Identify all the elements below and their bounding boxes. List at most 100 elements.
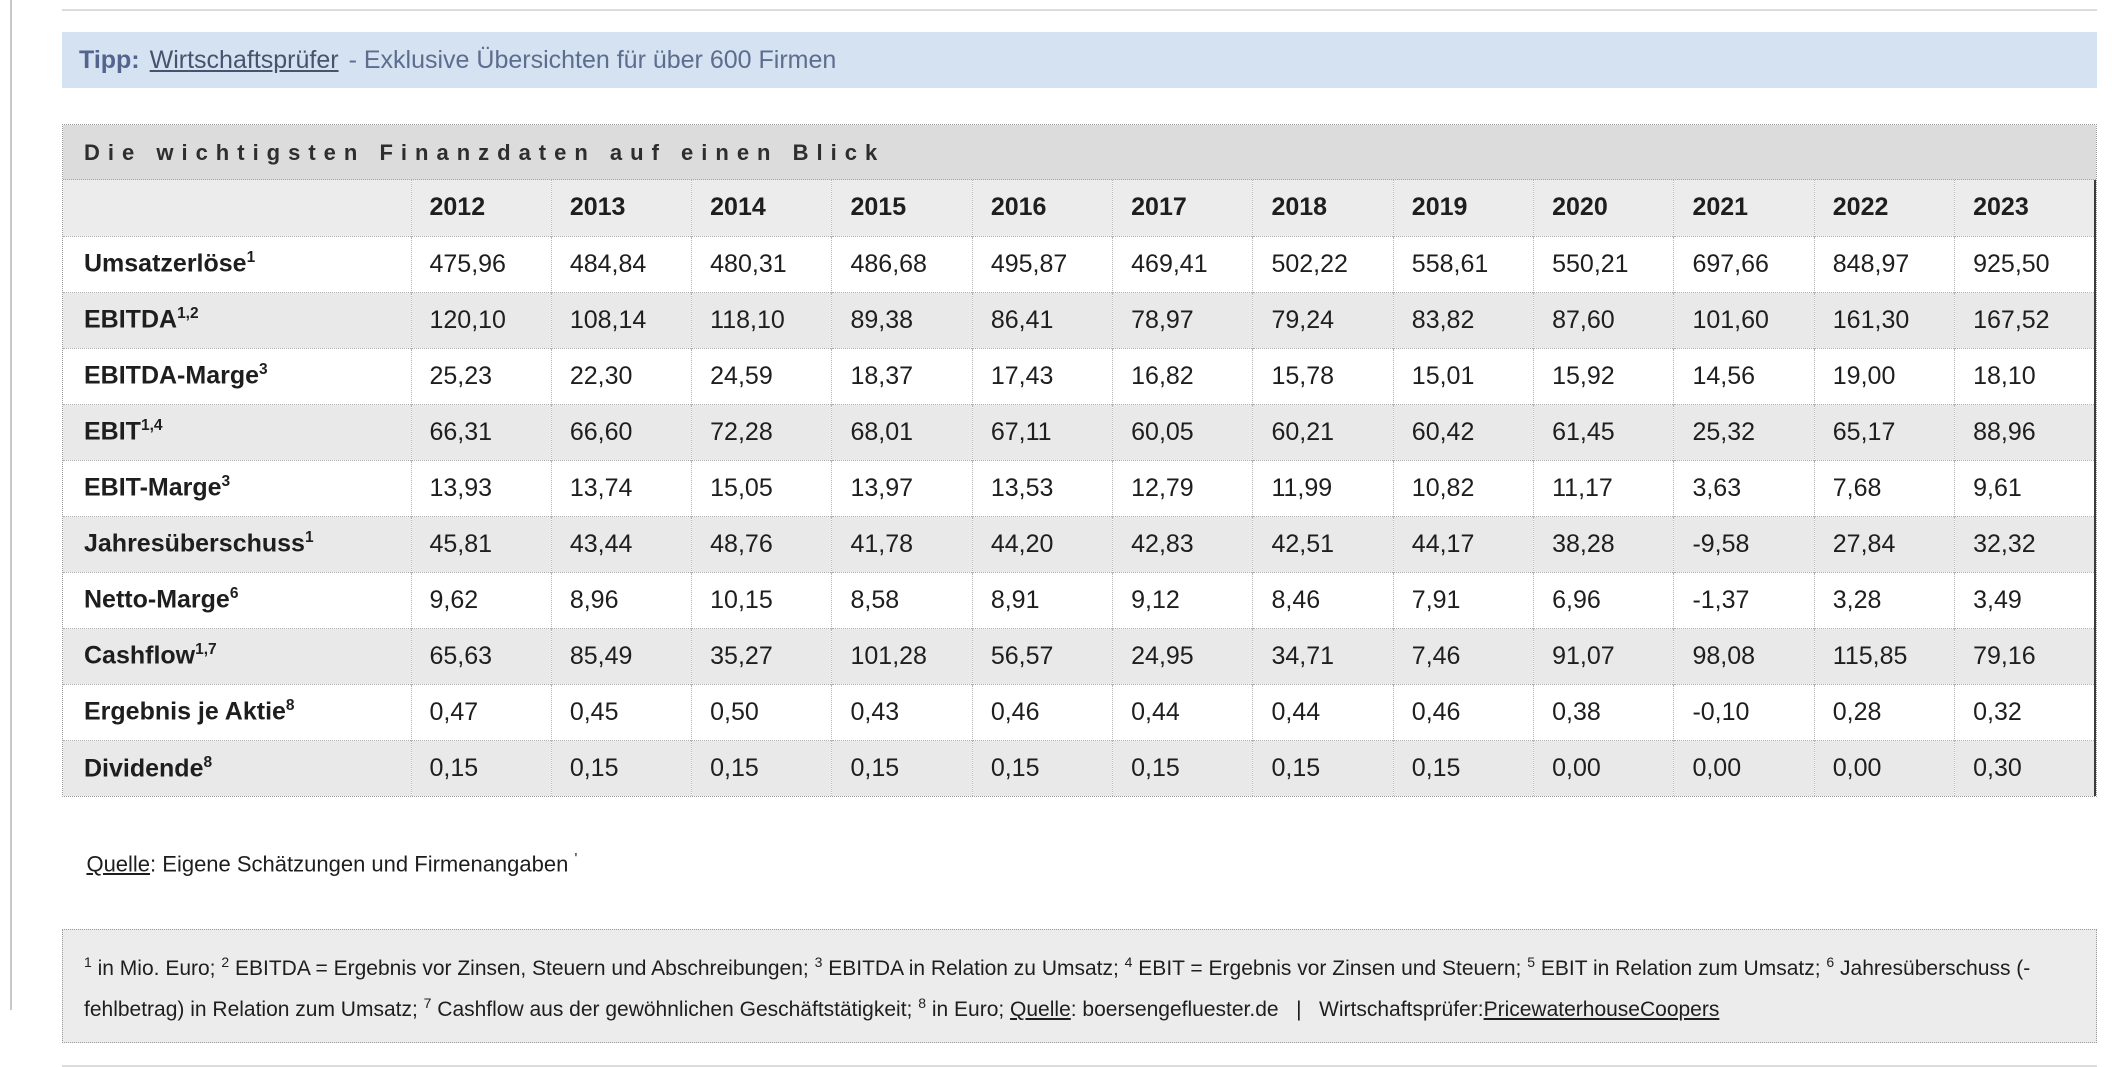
value-cell: 11,17 xyxy=(1533,459,1674,516)
value-cell: 60,21 xyxy=(1252,403,1394,460)
value-cell: 15,92 xyxy=(1533,347,1674,404)
value-cell: 7,46 xyxy=(1392,627,1534,684)
value-cell: 44,20 xyxy=(971,515,1113,572)
value-cell: 19,00 xyxy=(1813,347,1955,404)
table-row: EBITDA1,2 120,10 108,14 118,10 89,38 86,41 78,… xyxy=(63,291,2097,348)
value-cell: 0,32 xyxy=(1954,683,2097,740)
value-cell: 65,63 xyxy=(410,627,552,684)
value-cell: 78,97 xyxy=(1112,291,1253,348)
table-row: EBIT-Marge3 13,93 13,74 15,05 13,97 13,53 12,7… xyxy=(63,459,2097,516)
value-cell: 6,96 xyxy=(1533,571,1674,628)
value-cell: 469,41 xyxy=(1112,235,1253,292)
year-header-row: 2012 2013 2014 2015 2016 2017 2018 2019 2020 2021… xyxy=(63,180,2097,236)
value-cell: 7,91 xyxy=(1392,571,1534,628)
value-cell: 91,07 xyxy=(1533,627,1674,684)
value-cell: 72,28 xyxy=(691,403,832,460)
value-cell: 10,82 xyxy=(1392,459,1534,516)
value-cell: 8,46 xyxy=(1252,571,1394,628)
value-cell: 41,78 xyxy=(831,515,973,572)
top-divider xyxy=(62,9,2097,11)
value-cell: 13,97 xyxy=(831,459,973,516)
finance-table: 2012 2013 2014 2015 2016 2017 2018 2019 2020 2021… xyxy=(63,180,2097,796)
value-cell: 0,15 xyxy=(550,739,692,796)
value-cell: 0,44 xyxy=(1252,683,1394,740)
value-cell: 13,93 xyxy=(410,459,552,516)
row-label: Jahresüberschuss1 xyxy=(63,515,411,572)
value-cell: 0,38 xyxy=(1533,683,1674,740)
value-cell: 3,28 xyxy=(1813,571,1955,628)
value-cell: 0,15 xyxy=(410,739,552,796)
value-cell: 60,05 xyxy=(1112,403,1253,460)
year-header: 2022 xyxy=(1813,180,1955,236)
panel-title: Die wichtigsten Finanzdaten auf einen Bl… xyxy=(63,125,2096,180)
value-cell: 108,14 xyxy=(550,291,692,348)
value-cell: 25,23 xyxy=(410,347,552,404)
table-row: Netto-Marge6 9,62 8,96 10,15 8,58 8,91 9,12 8,4… xyxy=(63,571,2097,628)
value-cell: 0,00 xyxy=(1533,739,1674,796)
value-cell: 0,46 xyxy=(1392,683,1534,740)
value-cell: 15,78 xyxy=(1252,347,1394,404)
year-header: 2018 xyxy=(1252,180,1394,236)
value-cell: -9,58 xyxy=(1673,515,1815,572)
footnotes-box: 1 in Mio. Euro; 2 EBITDA = Ergebnis vor … xyxy=(62,929,2097,1044)
wirtschaftspruefer-link[interactable]: Wirtschaftsprüfer xyxy=(149,45,339,74)
value-cell: 0,30 xyxy=(1954,739,2097,796)
value-cell: 0,15 xyxy=(831,739,973,796)
year-header: 2023 xyxy=(1954,180,2097,236)
value-cell: 0,15 xyxy=(691,739,832,796)
value-cell: 115,85 xyxy=(1813,627,1955,684)
value-cell: 7,68 xyxy=(1813,459,1955,516)
value-cell: 67,11 xyxy=(971,403,1113,460)
value-cell: 18,37 xyxy=(831,347,973,404)
source-label: Quelle xyxy=(86,851,151,877)
value-cell: 0,47 xyxy=(410,683,552,740)
table-row: Dividende8 0,15 0,15 0,15 0,15 0,15 0,15 0,15 0,… xyxy=(63,739,2097,796)
year-header: 2021 xyxy=(1673,180,1815,236)
value-cell: 8,96 xyxy=(550,571,692,628)
value-cell: 486,68 xyxy=(831,235,973,292)
row-label: EBITDA1,2 xyxy=(63,291,411,348)
table-row: EBIT1,4 66,31 66,60 72,28 68,01 67,11 60,05 60,… xyxy=(63,403,2097,460)
value-cell: 161,30 xyxy=(1813,291,1955,348)
value-cell: 65,17 xyxy=(1813,403,1955,460)
value-cell: 61,45 xyxy=(1533,403,1674,460)
row-label: Ergebnis je Aktie8 xyxy=(63,683,411,740)
value-cell: 56,57 xyxy=(971,627,1113,684)
value-cell: 167,52 xyxy=(1954,291,2097,348)
value-cell: 79,24 xyxy=(1252,291,1394,348)
year-header: 2014 xyxy=(691,180,832,236)
value-cell: 558,61 xyxy=(1392,235,1534,292)
value-cell: 0,44 xyxy=(1112,683,1253,740)
value-cell: 86,41 xyxy=(971,291,1113,348)
value-cell: 17,43 xyxy=(971,347,1113,404)
source-text: : Eigene Schätzungen und Firmenangaben xyxy=(150,851,575,877)
value-cell: 550,21 xyxy=(1533,235,1674,292)
value-cell: 68,01 xyxy=(831,403,973,460)
year-header: 2019 xyxy=(1392,180,1534,236)
source-line: Quelle: Eigene Schätzungen und Firmenang… xyxy=(62,824,2097,903)
value-cell: 0,00 xyxy=(1813,739,1955,796)
row-label: EBIT1,4 xyxy=(63,403,411,460)
value-cell: 79,16 xyxy=(1954,627,2097,684)
tip-banner: Tipp: Wirtschaftsprüfer - Exklusive Über… xyxy=(62,32,2097,88)
value-cell: 35,27 xyxy=(691,627,832,684)
value-cell: 9,62 xyxy=(410,571,552,628)
left-page-rule xyxy=(10,0,12,1010)
value-cell: 925,50 xyxy=(1954,235,2097,292)
value-cell: 3,49 xyxy=(1954,571,2097,628)
value-cell: 0,15 xyxy=(1252,739,1394,796)
value-cell: 0,28 xyxy=(1813,683,1955,740)
value-cell: -0,10 xyxy=(1673,683,1815,740)
row-label: EBITDA-Marge3 xyxy=(63,347,411,404)
value-cell: 66,31 xyxy=(410,403,552,460)
value-cell: 98,08 xyxy=(1673,627,1815,684)
value-cell: 45,81 xyxy=(410,515,552,572)
value-cell: 101,60 xyxy=(1673,291,1815,348)
value-cell: 42,83 xyxy=(1112,515,1253,572)
value-cell: 87,60 xyxy=(1533,291,1674,348)
value-cell: 848,97 xyxy=(1813,235,1955,292)
row-label: Umsatzerlöse1 xyxy=(63,235,411,292)
value-cell: 0,43 xyxy=(831,683,973,740)
value-cell: 18,10 xyxy=(1954,347,2097,404)
tip-label: Tipp: xyxy=(79,45,140,74)
